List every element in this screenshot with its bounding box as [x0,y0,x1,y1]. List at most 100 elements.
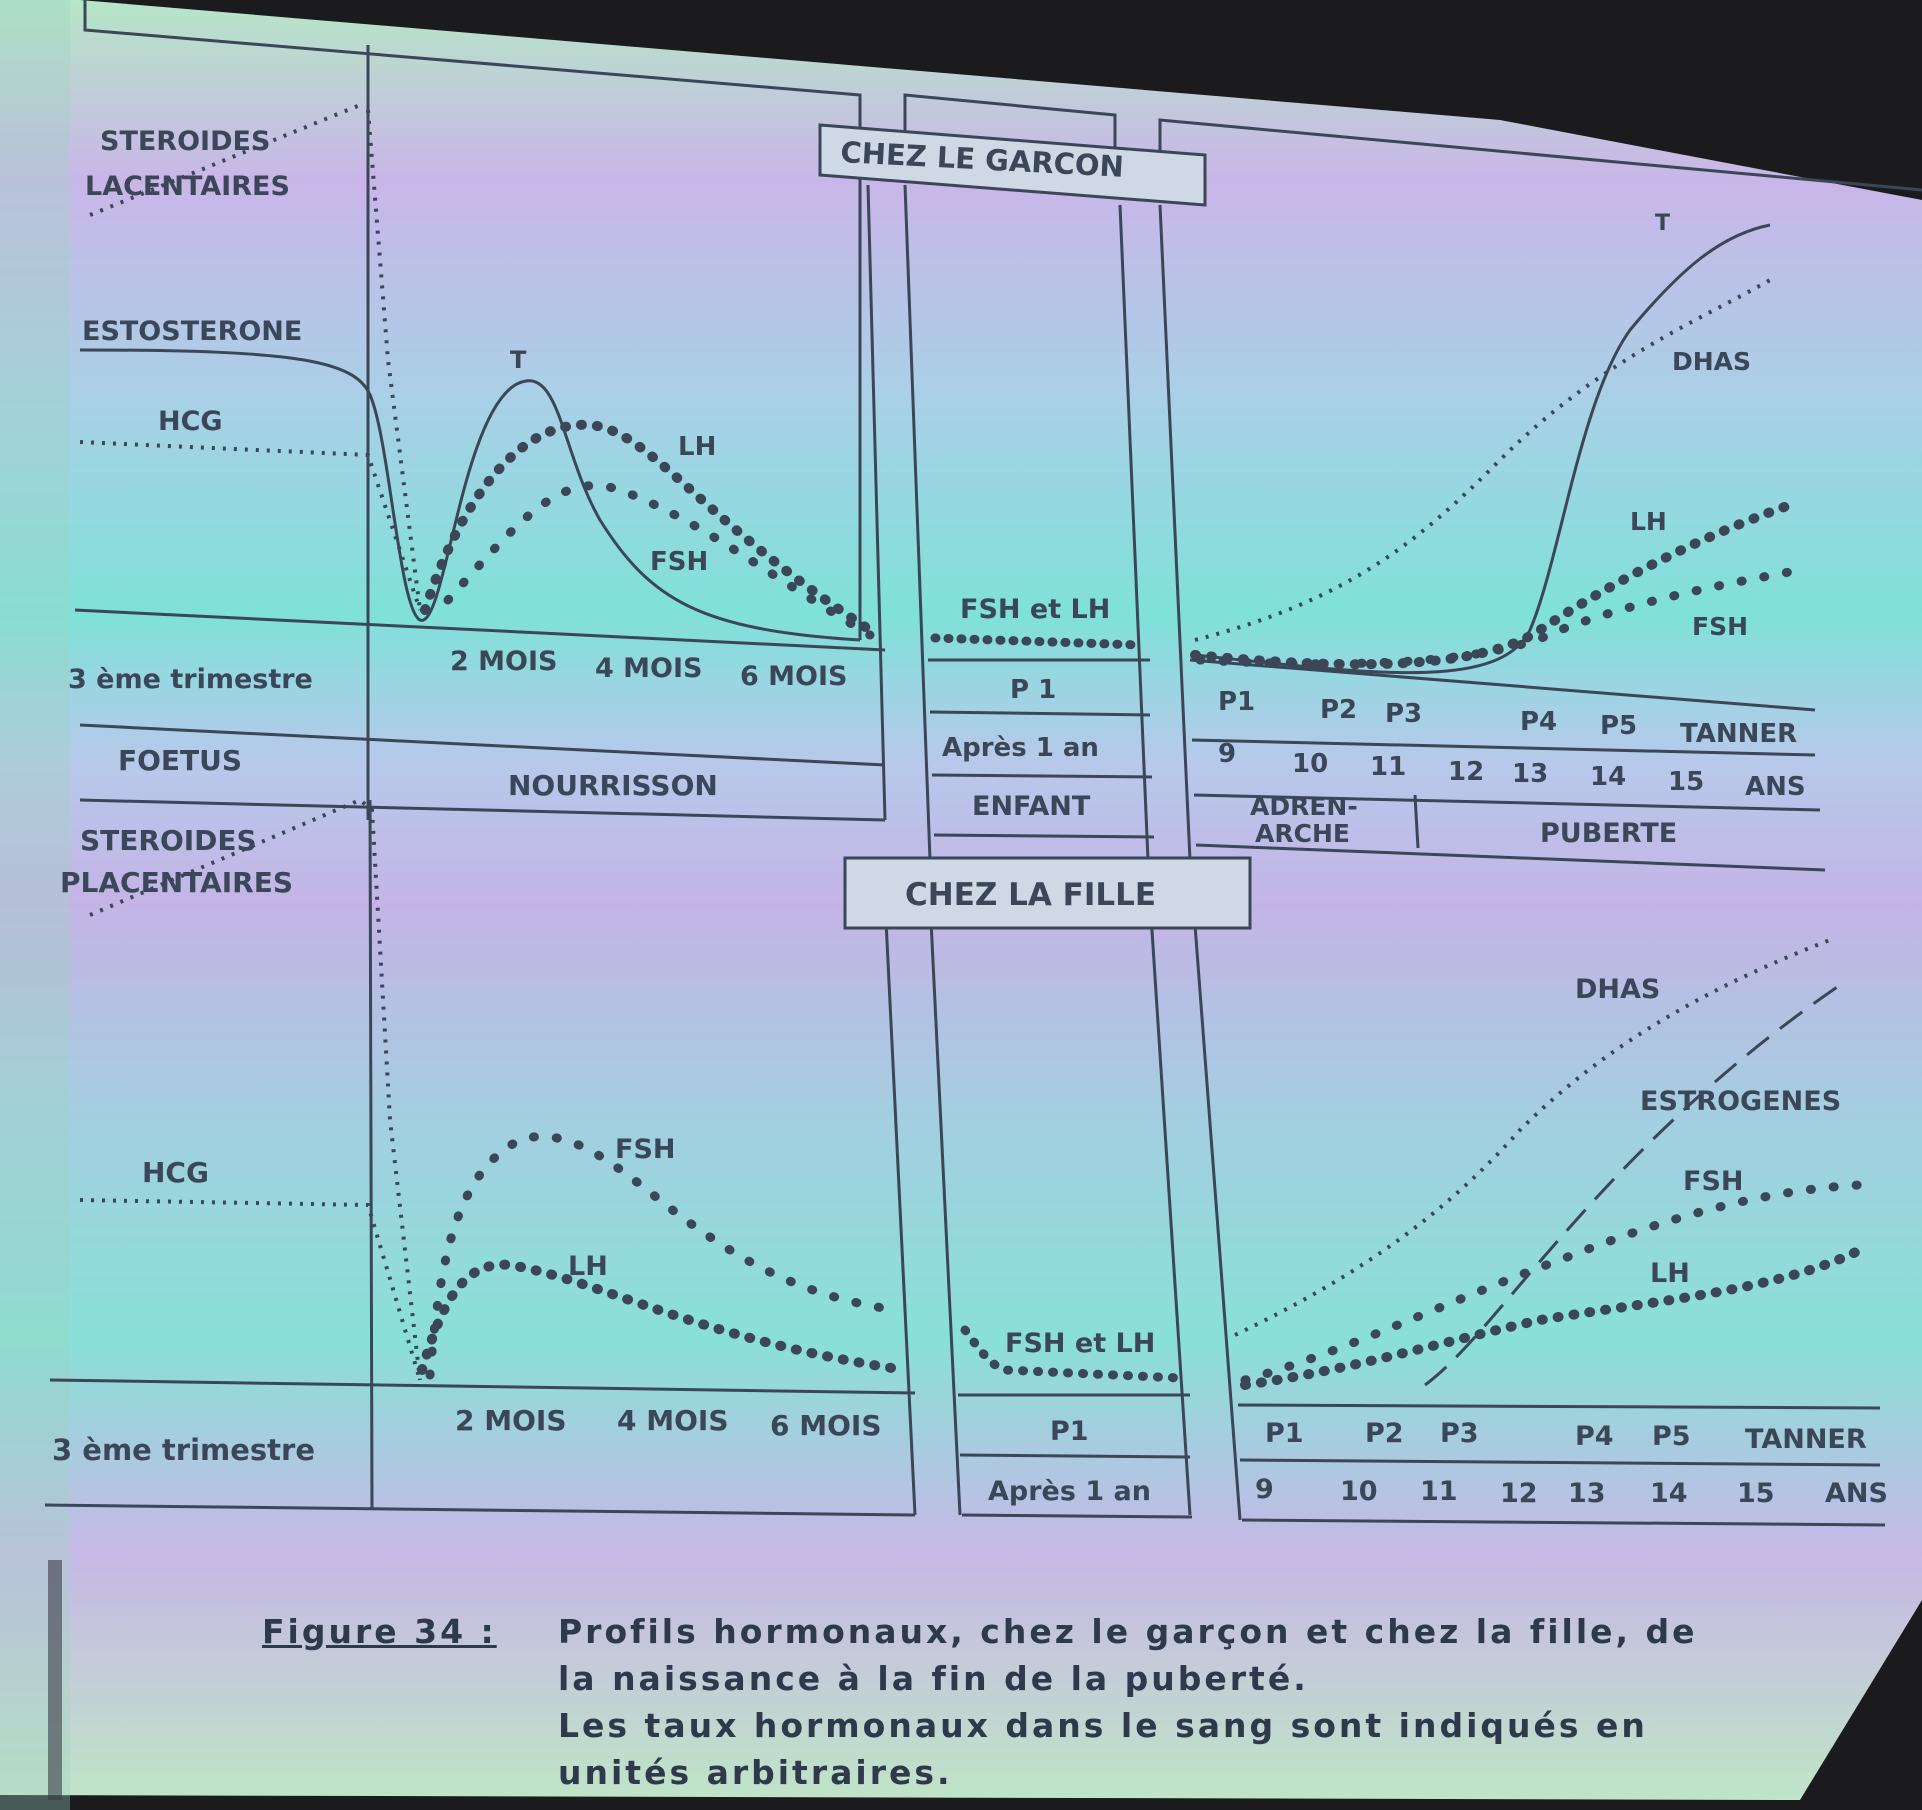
girl-estrogenes-label: ESTROGENES [1640,1086,1841,1117]
girl-title: CHEZ LA FILLE [905,877,1156,913]
boy-puberty-baseline [1189,658,1816,712]
boy-lh-infant-curve [420,419,875,635]
girl-lh-puberty-label: LH [1650,1258,1690,1289]
girl-trimestre-label: 3 ème trimestre [52,1433,315,1467]
girl-fsh-puberty-curve [1240,1180,1865,1385]
girl-birth-line [368,799,374,1511]
caption-line-3: Les taux hormonaux dans le sang sont ind… [558,1706,1648,1745]
girl-lh-puberty-curve [1240,1245,1865,1390]
girl-6mois-label: 6 MOIS [770,1409,881,1442]
boy-title-box: CHEZ LE GARCON [818,123,1207,207]
girl-age-14: 14 [1650,1478,1688,1509]
boy-fsh-lh-child-label: FSH et LH [960,594,1110,625]
boy-tanner-p5: P5 [1600,711,1637,741]
boy-age-10: 10 [1292,749,1328,779]
boy-puberte-label: PUBERTE [1540,818,1677,849]
boy-apres-label: Après 1 an [942,733,1099,763]
girl-fsh-puberty-label: FSH [1683,1166,1744,1197]
girl-lh-infant-curve [417,1259,910,1375]
girl-hcg-label: HCG [142,1156,209,1189]
girl-infant-baseline [49,1378,916,1395]
girl-tanner-p5: P5 [1652,1421,1691,1452]
boy-tanner-p2: P2 [1320,695,1357,725]
girl-age-ans: ANS [1825,1478,1888,1509]
girl-age-9: 9 [1255,1474,1274,1505]
boy-steroides-label-1: STEROIDES [100,126,270,157]
girl-apres-label: Après 1 an [988,1476,1151,1507]
boy-fsh-infant-curve [443,481,875,640]
boy-fsh-puberty-label: FSH [1692,612,1748,641]
boy-2mois-label: 2 MOIS [450,646,558,677]
boy-fsh-puberty-curve [1195,565,1805,669]
boy-steroides-curve [89,103,422,611]
boy-steroides-label-2: LACENTAIRES [85,171,290,202]
girl-labels: STEROIDES PLACENTAIRES HCG FSH LH FSH et… [52,824,1888,1509]
girl-fsh-infant-label: FSH [615,1134,676,1165]
girl-estrogenes-curve [1424,983,1841,1387]
boy-dhas-curve [1194,278,1771,642]
girl-steroides-label-2: PLACENTAIRES [60,866,293,899]
boy-age-14: 14 [1590,762,1626,792]
boy-curves [79,103,1805,675]
girl-2mois-label: 2 MOIS [455,1404,566,1437]
boy-age-11: 11 [1370,752,1406,782]
caption-line-2: la naissance à la fin de la puberté. [558,1659,1309,1698]
boy-tanner-p3: P3 [1385,699,1422,729]
boy-fsh-infant-label: FSH [650,547,708,577]
girl-age-10: 10 [1340,1476,1378,1507]
boy-trimestre-label: 3 ème trimestre [68,664,313,695]
girl-age-13: 13 [1568,1478,1606,1509]
girl-tanner-word: TANNER [1745,1424,1867,1455]
girl-p1-child-label: P1 [1050,1416,1089,1447]
boy-puberty-frame-top [1158,118,1922,192]
boy-age-ans: ANS [1745,772,1806,802]
frame-lines [44,0,1922,1527]
girl-age-15: 15 [1737,1478,1775,1509]
boy-p1-child-label: P 1 [1010,675,1056,705]
boy-adren-label-1: ADREN- [1250,792,1358,821]
girl-title-box: CHEZ LA FILLE [843,856,1252,930]
girl-steroides-label-1: STEROIDES [80,824,257,857]
caption-line-4: unités arbitraires. [558,1753,953,1792]
girl-curves [79,797,1865,1390]
caption-line-1: Profils hormonaux, chez le garçon et che… [558,1612,1698,1651]
boy-hcg-curve [79,440,422,611]
boy-lh-puberty-label: LH [1630,507,1667,536]
boy-age-9: 9 [1218,739,1236,769]
girl-steroides-curve [89,797,422,1381]
girl-tanner-p4: P4 [1575,1421,1614,1452]
boy-hcg-label: HCG [158,406,223,437]
girl-dhas-label: DHAS [1575,974,1660,1005]
boy-tanner-p1: P1 [1218,687,1255,717]
boy-age-15: 15 [1668,767,1704,797]
girl-fsh-infant-curve [425,1131,900,1380]
boy-lh-puberty-curve [1190,500,1795,670]
girl-tanner-p2: P2 [1365,1418,1404,1449]
girl-fsh-lh-child-label: FSH et LH [1005,1328,1155,1359]
boy-age-12: 12 [1448,757,1484,787]
girl-puberty-baseline [1237,1403,1881,1410]
girl-fsh-lh-child-curve [960,1325,1185,1383]
girl-age-11: 11 [1420,1476,1458,1507]
boy-testosterone-curve [79,348,861,642]
boy-labels: STEROIDES LACENTAIRES ESTOSTERONE HCG T … [68,126,1806,849]
boy-infant-baseline [74,608,886,652]
boy-testosterone-label: ESTOSTERONE [82,316,302,347]
boy-enfant-label: ENFANT [972,791,1091,822]
boy-foetus-label: FOETUS [118,744,242,777]
boy-adren-label-2: ARCHE [1255,819,1350,848]
girl-dhas-curve [1234,938,1831,1337]
girl-tanner-p1: P1 [1265,1418,1304,1449]
girl-tanner-p3: P3 [1440,1418,1479,1449]
girl-hcg-curve [79,1198,422,1381]
boy-lh-infant-label: LH [678,432,716,462]
girl-lh-infant-label: LH [568,1251,608,1282]
boy-tanner-word: TANNER [1680,719,1797,749]
boy-6mois-label: 6 MOIS [740,661,848,692]
caption-figure-label: Figure 34 : [262,1612,497,1651]
boy-age-13: 13 [1512,759,1548,789]
boy-t-puberty-label: T [1655,211,1670,236]
